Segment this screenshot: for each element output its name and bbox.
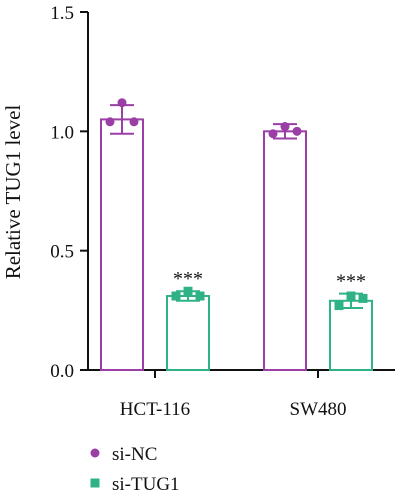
y-tick-label: 0.0 (50, 361, 74, 382)
significance-label: *** (336, 271, 366, 293)
data-point (268, 129, 278, 139)
data-point (292, 126, 302, 136)
bars-layer (100, 98, 373, 372)
bar (100, 118, 144, 372)
data-point (346, 291, 356, 301)
data-point (334, 301, 344, 311)
legend-marker (90, 448, 100, 458)
data-point (129, 117, 139, 127)
data-point (358, 293, 368, 303)
legend: si-NC si-TUG1 (90, 444, 180, 495)
x-tick-label: HCT-116 (120, 399, 190, 420)
y-tick-label: 1.5 (50, 3, 74, 24)
legend-label: si-NC (112, 444, 157, 465)
data-point (117, 98, 127, 108)
y-axis-label: Relative TUG1 level (1, 105, 25, 280)
data-point (105, 117, 115, 127)
bar (166, 295, 210, 371)
legend-label: si-TUG1 (112, 474, 180, 495)
data-point (280, 122, 290, 132)
data-point (183, 286, 193, 296)
bar (329, 299, 373, 371)
x-tick-label: SW480 (290, 399, 347, 420)
data-point (171, 291, 181, 301)
data-point (195, 291, 205, 301)
legend-marker (90, 478, 100, 488)
annotations-layer: *** *** (173, 268, 366, 292)
bar (263, 130, 307, 371)
y-tick-label: 1.0 (50, 122, 74, 143)
significance-label: *** (173, 268, 203, 290)
y-tick-label: 0.5 (50, 242, 74, 263)
